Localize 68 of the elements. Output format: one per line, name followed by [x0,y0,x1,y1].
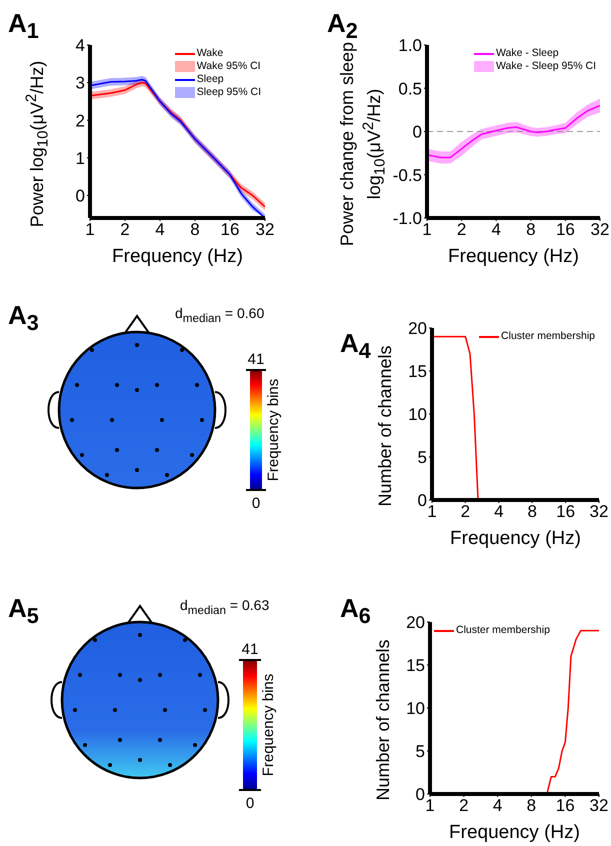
x-tick-label: 2 [459,796,469,816]
chart-title: A$_{2}$ [327,8,358,44]
x-axis-title: Frequency (Hz) [449,528,582,550]
y-tick-label: 0 [416,785,425,804]
legend-label: Sleep [196,73,224,86]
x-tick-label: 32 [590,502,608,522]
y-tick-label: 15 [406,656,425,676]
x-tick-label: 16 [556,796,575,816]
x-tick-label: 2 [460,502,470,522]
y-tick-label: 5 [418,448,427,468]
x-tick-label: 32 [590,796,608,816]
text: 0 [246,795,254,812]
y-tick-label: 2 [76,111,85,130]
y-tick-label: 0 [412,122,422,142]
text: 0 [252,495,260,512]
y-tick-label: 0.5 [398,79,422,98]
annotation: Wake 95% CI [196,60,261,73]
y-tick-label: 1 [76,148,85,168]
text: d$_{median}$ = 0.63 [180,597,270,617]
color-bar-title: Frequency bins [265,378,282,482]
x-axis-title: Frequency (Hz) [111,246,244,268]
x-tick-label: 16 [556,220,575,240]
legend-label: Cluster membership [501,330,595,343]
y-tick-label: 1.0 [398,36,422,56]
chart-title: A$_{4}$ [340,328,371,364]
chart-title: A$_{6}$ [340,593,371,630]
legend-label: Wake - Sleep [496,47,559,60]
x-tick-label: 4 [492,796,502,816]
y-tick-label: 15 [408,362,427,382]
text: d$_{median}$ = 0.60 [175,305,264,325]
y-tick-label: 10 [408,405,427,424]
y-tick-label: 20 [406,613,425,632]
legend-label: Cluster membership [456,624,550,637]
x-tick-label: 8 [527,502,537,522]
x-tick-label: 4 [491,220,501,240]
y-tick-label: 20 [408,319,427,338]
x-tick-label: 8 [190,220,200,240]
x-tick-label: 32 [256,220,274,240]
text: 41 [248,351,264,368]
text: A$_{3}$ [8,300,39,336]
chart-title: A$_{1}$ [8,8,39,44]
y-tick-label: 4 [76,36,85,56]
x-tick-label: 8 [526,220,536,240]
y-tick-label: 5 [416,742,425,762]
x-tick-label: 32 [590,220,610,240]
color-bar-title: Frequency bins [260,674,277,776]
y-tick-label: 0 [418,491,427,510]
x-tick-label: 4 [155,220,165,240]
y-tick-label: 3 [76,74,85,93]
x-tick-label: 16 [556,502,576,522]
x-tick-label: 4 [494,502,504,522]
x-axis-title: Frequency (Hz) [447,246,580,268]
y-axis-title: Number of channels [373,639,394,801]
annotation: Sleep 95% CI [196,86,261,99]
y-tick-label: 10 [406,699,425,718]
annotation: Wake - Sleep 95% CI [496,60,596,73]
text: A$_{5}$ [8,593,39,630]
text: 41 [242,641,258,658]
y-tick-label: -0.5 [392,166,422,185]
y-axis-title: Number of channels [375,345,396,507]
x-axis-title: Frequency (Hz) [448,822,581,844]
x-tick-label: 2 [120,220,130,240]
legend-label: Wake [196,47,224,60]
x-tick-label: 8 [526,796,536,816]
y-tick-label: -1.0 [392,209,422,228]
x-tick-label: 2 [456,220,466,240]
y-tick-label: 0 [76,186,85,206]
x-tick-label: 16 [220,220,240,240]
